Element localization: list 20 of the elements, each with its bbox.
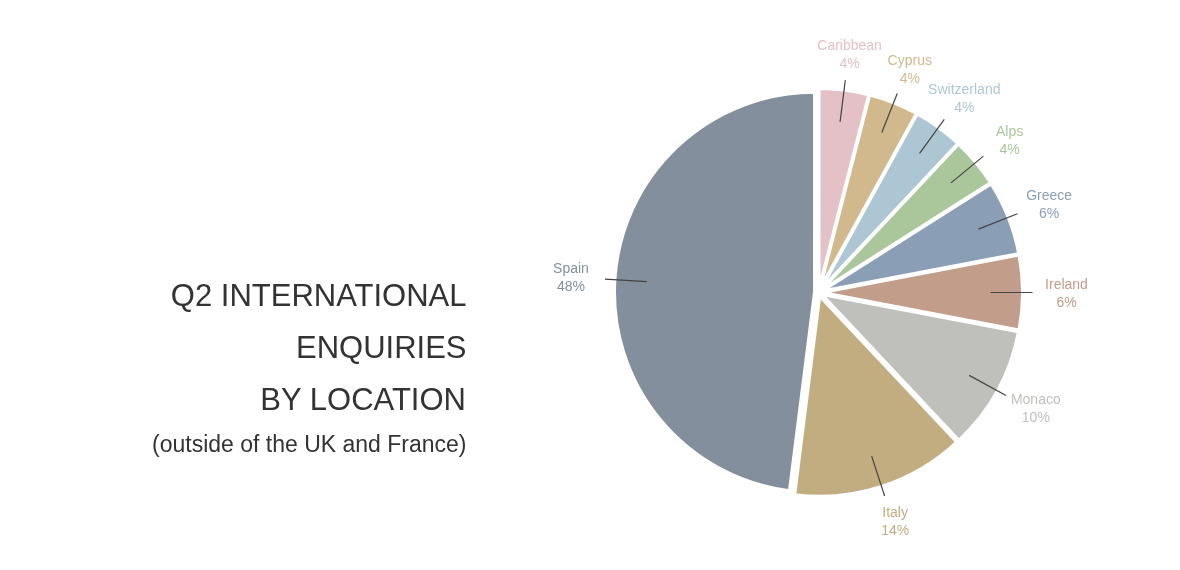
slice-label: Caribbean	[817, 37, 882, 54]
slice-label: Monaco	[1010, 391, 1061, 408]
data-label: 4%	[899, 70, 920, 87]
slice-label: Spain	[553, 260, 589, 277]
slice-label: Italy	[882, 503, 908, 520]
data-label: 6%	[1038, 205, 1060, 222]
data-label: 6%	[1056, 293, 1077, 310]
slice-label: Alps	[995, 122, 1024, 139]
text: Q2 INTERNATIONAL ENQUIRIES BY LOCATION	[170, 278, 467, 417]
data-label: 4%	[954, 99, 975, 116]
data-label: 48%	[556, 278, 586, 295]
data-label: 4%	[839, 55, 860, 72]
text: (outside of the UK and France)	[152, 430, 467, 457]
slice-label: Cyprus	[887, 52, 932, 69]
data-label: 4%	[999, 140, 1020, 157]
slice-label: Greece	[1026, 187, 1073, 204]
slice-label: Switzerland	[928, 81, 1001, 98]
data-label: 10%	[1021, 409, 1050, 426]
slice-label: Ireland	[1045, 275, 1088, 292]
data-label: 14%	[881, 521, 910, 538]
